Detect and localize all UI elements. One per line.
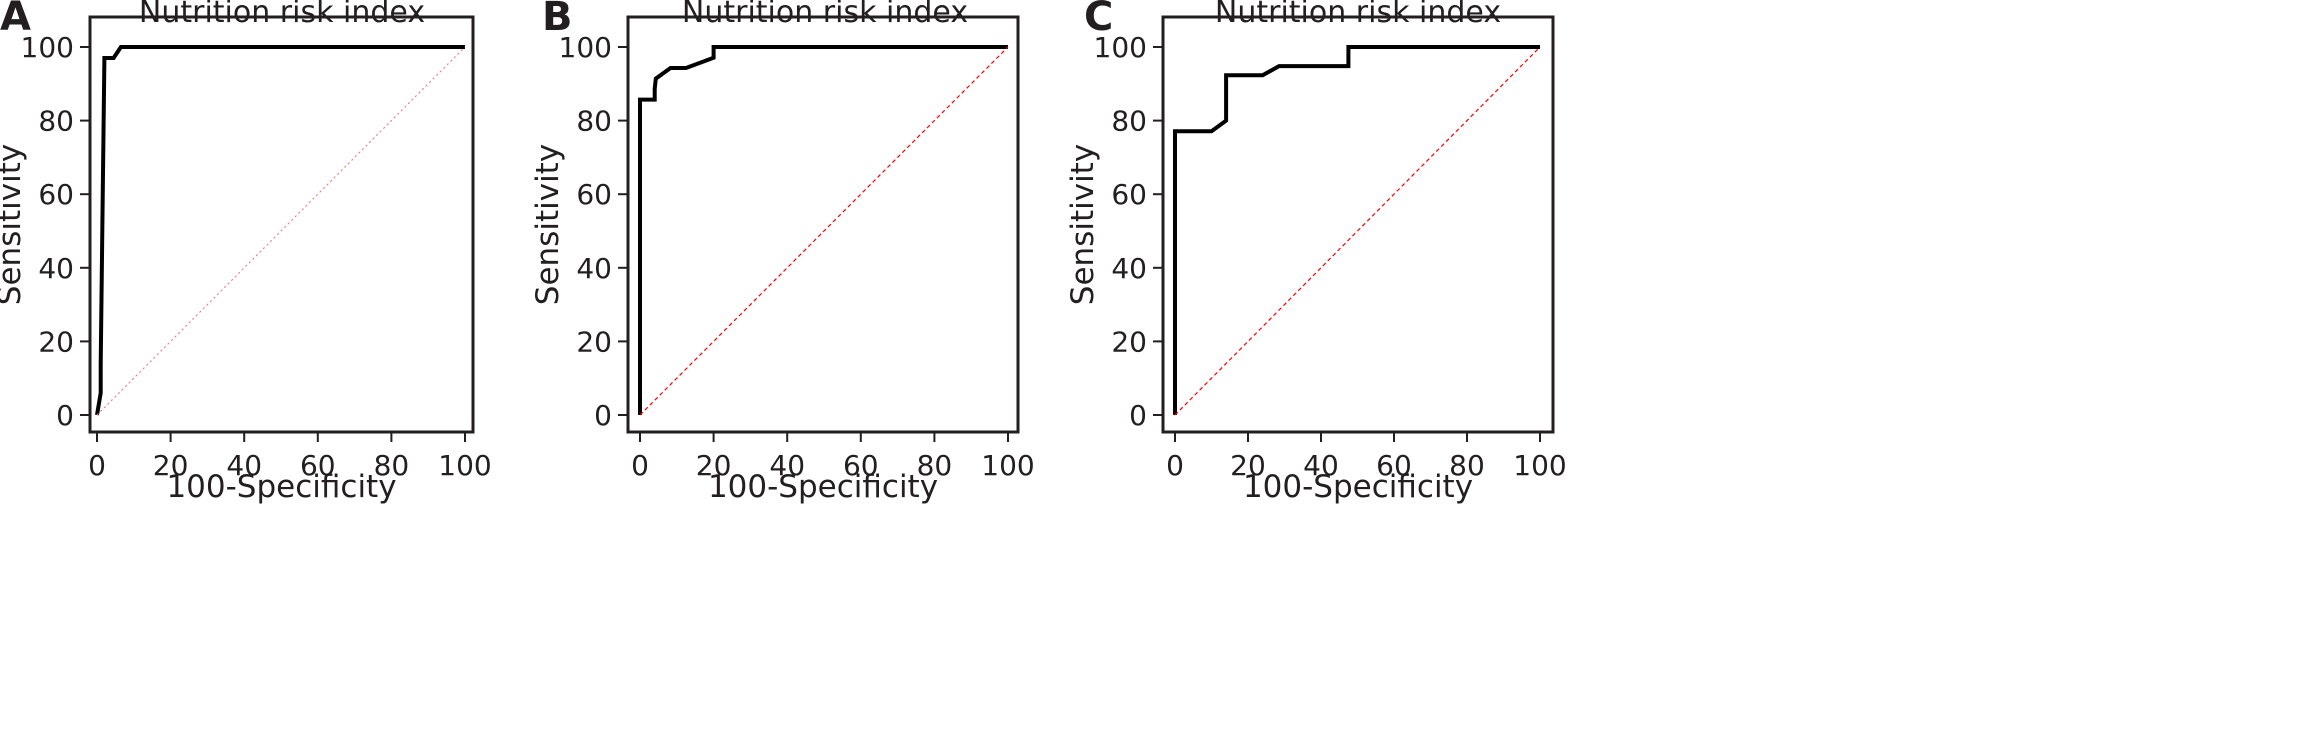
y-tick-label: 40 [1111,252,1147,285]
y-tick-label: 60 [1111,178,1147,211]
x-tick-label: 20 [153,449,189,482]
x-axis-label: 100-Specificity [166,469,396,505]
x-tick-label: 40 [1303,449,1339,482]
plot-frame [626,15,1020,434]
panel-letter: B [542,0,573,40]
y-tick-label: 60 [38,178,74,211]
roc-curve [95,45,465,416]
y-axis-label: Sensitivity [0,144,28,305]
x-tick-label: 80 [1449,449,1485,482]
panel-letter: C [1084,0,1113,40]
y-tick-label: 80 [576,105,612,138]
x-tick-label: 80 [374,449,410,482]
y-tick-label: 0 [1129,399,1147,432]
y-tick-label: 20 [38,325,74,358]
x-tick-label: 40 [769,449,805,482]
x-axis-label: 100-Specificity [708,469,938,505]
x-tick-label: 100 [1513,449,1566,482]
y-tick-label: 0 [594,399,612,432]
x-tick-label: 60 [300,449,336,482]
reference-diagonal [1174,46,1541,416]
plot-frame [88,15,475,434]
x-tick-label: 60 [1376,449,1412,482]
chart-title: Nutrition risk index [682,0,968,30]
reference-diagonal [639,46,1009,416]
x-tick-label: 20 [1230,449,1266,482]
x-axis-label: 100-Specificity [1243,469,1473,505]
x-tick-label: 0 [88,449,106,482]
y-tick-label: 100 [21,31,74,64]
y-tick-label: 20 [576,325,612,358]
roc-curve [1173,45,1540,415]
y-tick-label: 100 [559,31,612,64]
y-axis-label: Sensitivity [1065,144,1101,305]
reference-diagonal [96,46,466,416]
x-tick-label: 40 [226,449,262,482]
x-tick-label: 0 [631,449,649,482]
y-axis-label: Sensitivity [530,144,566,305]
chart-title: Nutrition risk index [139,0,425,30]
panel-letter: A [0,0,31,40]
y-tick-label: 60 [576,178,612,211]
y-tick-label: 0 [56,399,74,432]
x-tick-label: 80 [917,449,953,482]
chart-panel-3: C Nutrition risk index 0 20 40 60 80 100 0 20 40 60… [1065,0,1567,505]
y-tick-label: 40 [38,252,74,285]
x-tick-label: 100 [981,449,1034,482]
chart-title: Nutrition risk index [1215,0,1501,30]
y-tick-label: 100 [1094,31,1147,64]
x-tick-label: 100 [438,449,491,482]
chart-panel-1: A Nutrition risk index 0 20 40 60 80 100 0 20 40 60… [0,0,492,505]
plot-frame [1161,15,1555,434]
roc-curve [638,45,1008,415]
y-tick-label: 80 [38,105,74,138]
x-tick-label: 0 [1166,449,1184,482]
x-tick-label: 20 [696,449,732,482]
x-tick-label: 60 [843,449,879,482]
y-tick-label: 40 [576,252,612,285]
y-tick-label: 80 [1111,105,1147,138]
y-tick-label: 20 [1111,325,1147,358]
chart-panel-2: B Nutrition risk index 0 20 40 60 80 100 0 20 40 60… [530,0,1035,505]
